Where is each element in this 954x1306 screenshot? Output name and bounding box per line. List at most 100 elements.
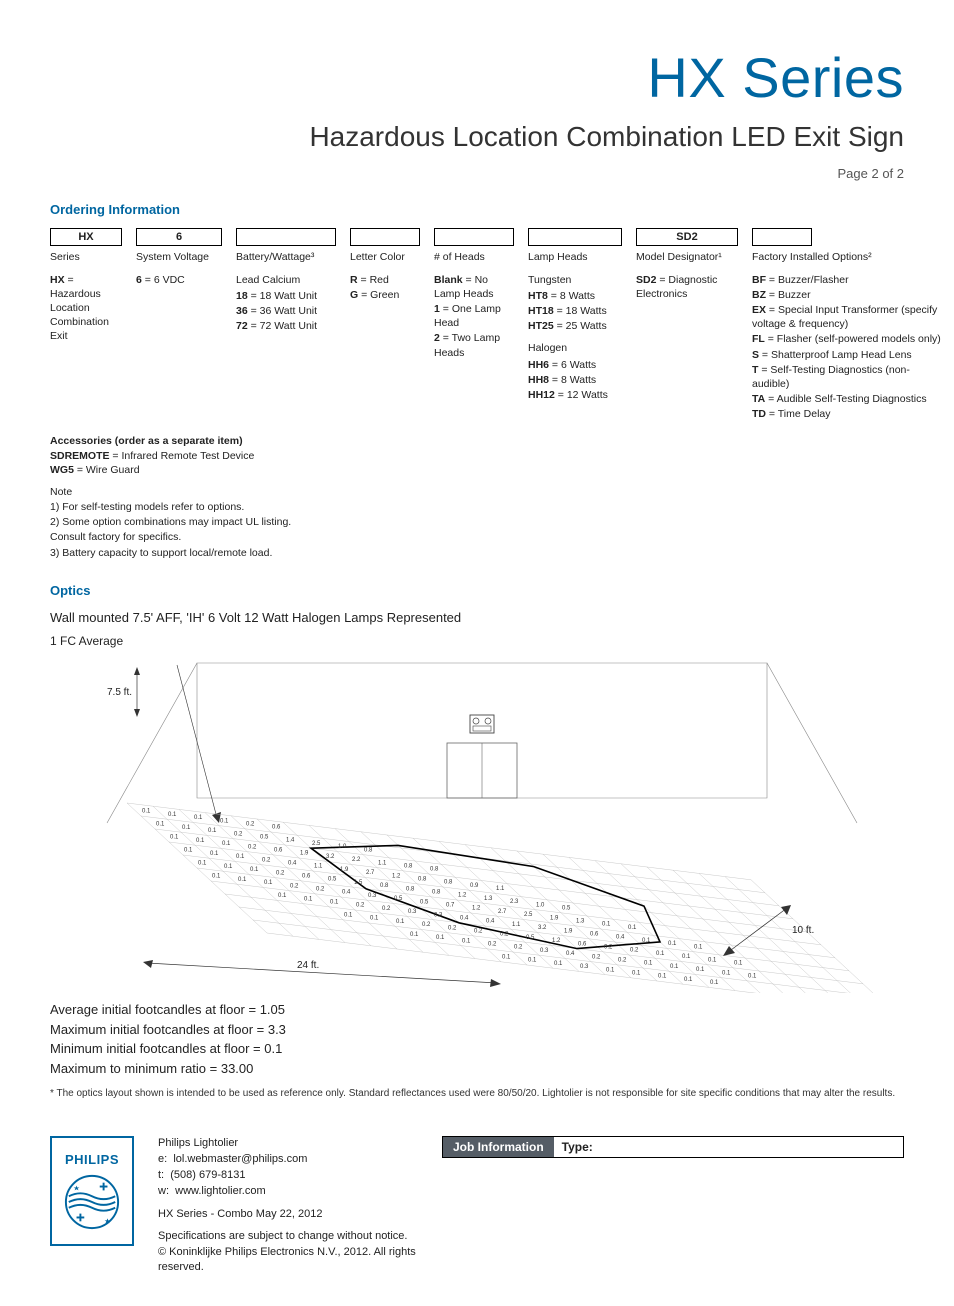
opt-k: HT25 <box>528 320 554 332</box>
label-lamp: Lamp Heads <box>528 250 622 264</box>
svg-text:0.6: 0.6 <box>272 825 281 831</box>
svg-text:1.2: 1.2 <box>458 893 467 899</box>
svg-text:0.8: 0.8 <box>380 883 389 889</box>
svg-text:0.1: 0.1 <box>606 967 615 973</box>
opt-k: HH12 <box>528 389 555 401</box>
legal-1: Specifications are subject to change wit… <box>158 1229 418 1244</box>
page-title: HX Series <box>50 40 904 116</box>
notes-heading: Note <box>50 485 904 499</box>
type-label[interactable]: Type: <box>554 1137 903 1157</box>
email-value: lol.webmaster@philips.com <box>173 1153 307 1165</box>
svg-text:0.1: 0.1 <box>330 900 339 906</box>
box-heads <box>434 228 514 246</box>
svg-text:1.5: 1.5 <box>354 880 363 886</box>
svg-text:0.8: 0.8 <box>430 867 439 873</box>
svg-text:0.2: 0.2 <box>514 945 523 951</box>
svg-text:0.1: 0.1 <box>224 864 233 870</box>
svg-text:0.7: 0.7 <box>446 903 455 909</box>
tel-value: (508) 679-8131 <box>170 1169 245 1181</box>
opt-v: 6 VDC <box>154 274 185 286</box>
opt-v: 6 Watts <box>561 359 596 371</box>
box-options <box>752 228 812 246</box>
svg-text:0.1: 0.1 <box>210 851 219 857</box>
lamp-group-0: Tungsten <box>528 273 622 287</box>
opt-batt-0: 18 = 18 Watt Unit <box>236 289 336 303</box>
type-text: Type: <box>562 1139 593 1155</box>
svg-text:2.5: 2.5 <box>312 841 321 847</box>
opt-v: 8 Watts <box>561 374 596 386</box>
svg-text:0.2: 0.2 <box>448 925 457 931</box>
height-label: 7.5 ft. <box>107 687 132 698</box>
svg-text:0.4: 0.4 <box>486 919 495 925</box>
svg-text:0.1: 0.1 <box>644 961 653 967</box>
opt-k: 6 <box>136 274 142 286</box>
svg-text:0.1: 0.1 <box>238 877 247 883</box>
opt-v: Self-Testing Diagnostics (non-audible) <box>752 364 910 390</box>
acc-v: Infrared Remote Test Device <box>121 450 254 462</box>
svg-text:1.2: 1.2 <box>392 873 401 879</box>
svg-text:1.1: 1.1 <box>512 922 521 928</box>
svg-text:0.1: 0.1 <box>554 961 563 967</box>
svg-text:0.1: 0.1 <box>436 935 445 941</box>
svg-text:0.1: 0.1 <box>670 964 679 970</box>
opt-k: TA <box>752 393 765 405</box>
opt-fio-6: TA = Audible Self-Testing Diagnostics <box>752 392 942 406</box>
brand-text: PHILIPS <box>65 1151 119 1169</box>
opt-v: 12 Watts <box>567 389 608 401</box>
page-subtitle: Hazardous Location Combination LED Exit … <box>50 118 904 156</box>
svg-text:2.7: 2.7 <box>366 870 375 876</box>
svg-text:0.6: 0.6 <box>302 874 311 880</box>
opt-k: 2 <box>434 332 440 344</box>
svg-text:0.3: 0.3 <box>434 912 443 918</box>
tel-line: t: (508) 679-8131 <box>158 1168 418 1183</box>
box-battery <box>236 228 336 246</box>
title-block: HX Series Hazardous Location Combination… <box>50 40 904 155</box>
svg-text:1.0: 1.0 <box>338 844 347 850</box>
svg-text:0.1: 0.1 <box>602 922 611 928</box>
svg-text:0.5: 0.5 <box>526 935 535 941</box>
opt-k: EX <box>752 304 766 316</box>
optics-diagram: 7.5 ft. 0.10.10.10.10.20.60.10.10.10.20.… <box>50 653 904 993</box>
svg-text:0.2: 0.2 <box>248 844 257 850</box>
opt-v: Hazardous Location Combination Exit <box>50 288 109 343</box>
label-heads: # of Heads <box>434 250 514 264</box>
col-voltage: 6 System Voltage 6 = 6 VDC <box>136 228 222 422</box>
svg-text:0.2: 0.2 <box>592 954 601 960</box>
opt-fio-1: BZ = Buzzer <box>752 288 942 302</box>
email-line: e: lol.webmaster@philips.com <box>158 1152 418 1167</box>
svg-text:0.8: 0.8 <box>406 886 415 892</box>
ordering-columns: HX Series HX = Hazardous Location Combin… <box>50 228 904 422</box>
philips-logo: PHILIPS <box>50 1136 134 1246</box>
svg-text:3.2: 3.2 <box>538 925 547 931</box>
svg-text:0.2: 0.2 <box>262 857 271 863</box>
svg-text:0.8: 0.8 <box>444 880 453 886</box>
metrics-block: Average initial footcandles at floor = 1… <box>50 1001 904 1077</box>
optics-footnote: * The optics layout shown is intended to… <box>50 1087 904 1100</box>
svg-text:0.5: 0.5 <box>328 877 337 883</box>
svg-text:0.9: 0.9 <box>470 883 479 889</box>
svg-text:0.1: 0.1 <box>220 818 229 824</box>
opt-v: 18 Watt Unit <box>260 290 317 302</box>
acc-v: Wire Guard <box>86 464 140 476</box>
label-letter: Letter Color <box>350 250 420 264</box>
svg-text:1.1: 1.1 <box>314 864 323 870</box>
opt-k: 36 <box>236 305 248 317</box>
opt-k: 18 <box>236 290 248 302</box>
svg-text:0.2: 0.2 <box>316 887 325 893</box>
svg-text:2.3: 2.3 <box>510 899 519 905</box>
optics-desc: Wall mounted 7.5' AFF, 'IH' 6 Volt 12 Wa… <box>50 609 904 627</box>
col-lamp: Lamp Heads Tungsten HT8 = 8 Watts HT18 =… <box>528 228 622 422</box>
opt-k: HT8 <box>528 290 548 302</box>
svg-text:0.8: 0.8 <box>404 864 413 870</box>
web-label: w: <box>158 1185 169 1197</box>
acc-0: SDREMOTE = Infrared Remote Test Device <box>50 449 904 463</box>
box-letter <box>350 228 420 246</box>
note-3: 3) Battery capacity to support local/rem… <box>50 546 904 560</box>
svg-text:0.2: 0.2 <box>474 929 483 935</box>
svg-text:1.1: 1.1 <box>378 860 387 866</box>
svg-text:0.8: 0.8 <box>418 877 427 883</box>
svg-text:0.1: 0.1 <box>170 835 179 841</box>
svg-text:2.2: 2.2 <box>352 857 361 863</box>
accessories-block: Accessories (order as a separate item) S… <box>50 434 904 477</box>
opt-fio-7: TD = Time Delay <box>752 407 942 421</box>
